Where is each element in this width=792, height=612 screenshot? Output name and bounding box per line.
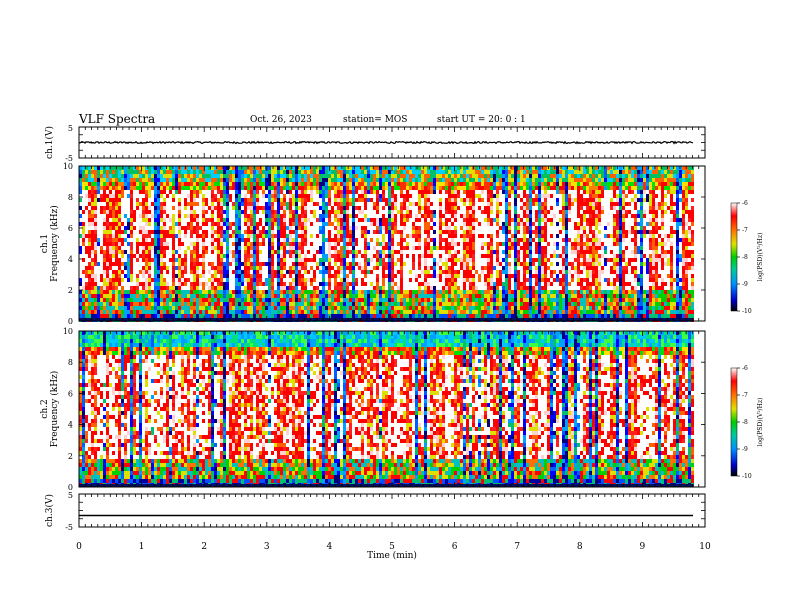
colorbar-tick-label: -9 [742,281,748,288]
colorbar-tick-label: -10 [742,473,752,480]
x-tick-label: 0 [76,542,82,552]
y-tick-label: 10 [63,327,73,336]
colorbar [730,367,738,477]
spectrogram-2 [79,331,694,487]
colorbar-tick-label: -9 [742,446,748,453]
colorbar-tick-label: -7 [742,392,748,399]
y-tick-label: 8 [68,358,73,367]
y-tick-label: 5 [68,491,73,500]
x-tick-label: 3 [264,542,270,552]
colorbar-label: log(PSD)(V²/Hz) [757,398,764,447]
chart-title: VLF Spectra [79,112,156,126]
x-tick-label: 2 [201,542,207,552]
y-tick-label: 6 [68,389,73,398]
y-tick-label: 0 [68,317,73,326]
y-tick-label: -5 [65,154,73,163]
colorbar-tick-label: -6 [742,365,748,372]
low-frequency-band [79,318,694,321]
y-tick-label: 6 [68,224,73,233]
colorbar-tick-label: -8 [742,254,748,261]
y-tick-label: -5 [65,523,73,532]
x-tick-label: 1 [139,542,145,552]
y-axis-label: Frequency (kHz) [49,371,60,448]
y-axis-label: ch.1(V) [44,126,55,159]
y-tick-label: 2 [68,286,73,295]
colorbar-tick-label: -10 [742,308,752,315]
y-tick-label: 8 [68,193,73,202]
y-tick-label: 10 [63,162,73,171]
x-tick-label: 7 [514,542,520,552]
y-axis-label: Frequency (kHz) [49,205,60,282]
station-label: station= MOS [343,115,408,125]
y-tick-label: 2 [68,452,73,461]
x-tick-label: 10 [699,542,711,552]
low-frequency-band [79,484,694,487]
spectrogram-1 [79,166,694,322]
y-axis-label: ch.1 [40,234,50,253]
colorbar-tick-label: -8 [742,419,748,426]
y-axis-label: ch.3(V) [44,494,55,527]
colorbar-label: log(PSD)(V²/Hz) [757,233,764,282]
x-tick-label: 6 [452,542,458,552]
y-axis-label: ch.2 [40,399,50,418]
x-tick-label: 5 [389,542,395,552]
x-tick-label: 8 [577,542,583,552]
voltage-trace [78,140,694,145]
x-tick-label: 9 [640,542,646,552]
colorbar-tick-label: -6 [742,200,748,207]
start-time-label: start UT = 20: 0 : 1 [437,115,526,125]
y-tick-label: 0 [68,483,73,492]
x-axis-label: Time (min) [367,550,417,561]
y-tick-label: 4 [68,255,73,264]
date-label: Oct. 26, 2023 [250,115,312,125]
x-tick-label: 4 [327,542,333,552]
colorbar [730,202,738,312]
colorbar-tick-label: -7 [742,227,748,234]
y-tick-label: 4 [68,421,73,430]
y-tick-label: 5 [68,124,73,133]
